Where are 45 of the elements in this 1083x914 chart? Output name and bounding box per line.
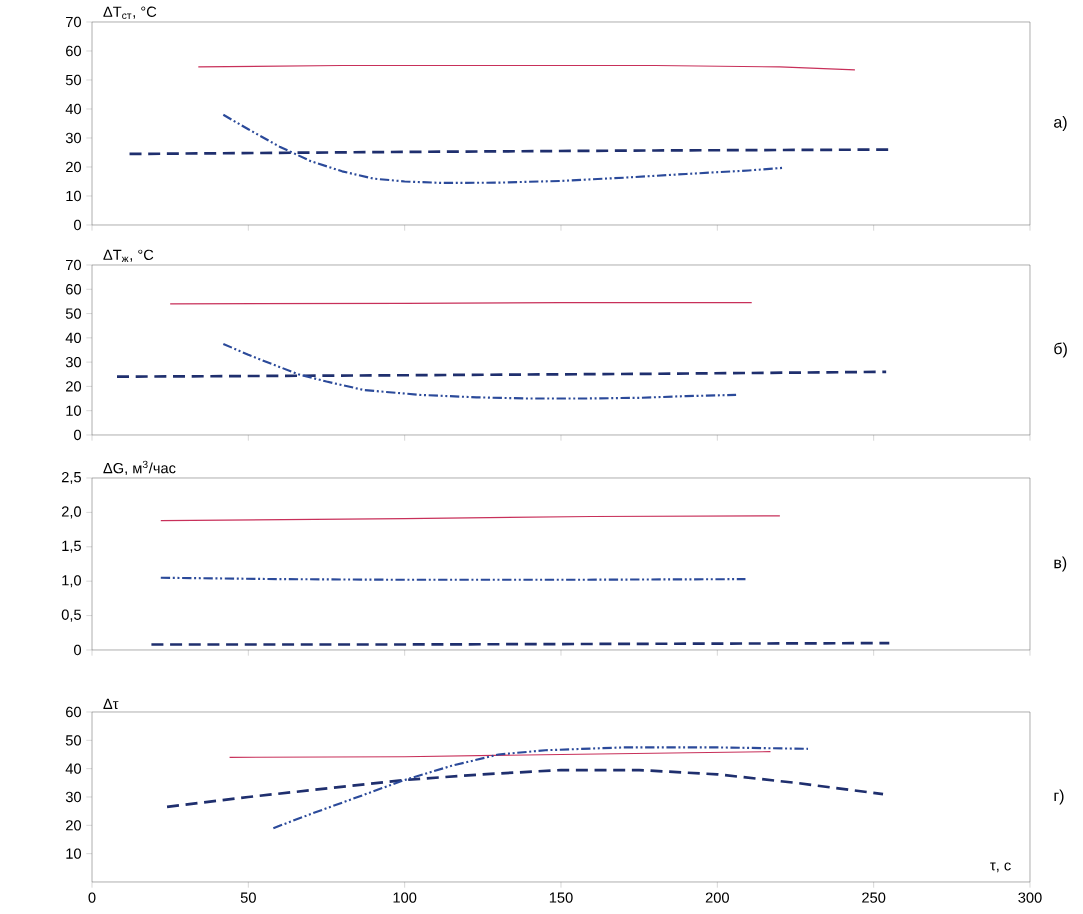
- x-axis-title: τ, с: [990, 862, 1011, 873]
- x-tick-label: 250: [862, 892, 886, 903]
- x-tick-label: 50: [240, 892, 256, 903]
- x-tick-label: 150: [549, 892, 573, 903]
- y-axis-title: ΔT$_{ж}$, °C: [103, 249, 154, 263]
- y-tick-label: 0: [74, 219, 82, 231]
- y-tick-label: 2,5: [61, 471, 81, 485]
- text: б): [1054, 342, 1067, 358]
- y-tick-label: 50: [65, 74, 82, 86]
- y-tick-label: 0,5: [61, 609, 81, 622]
- y-tick-label: 20: [66, 820, 82, 831]
- x-tick-label: 300: [1018, 892, 1042, 903]
- y-tick-label: 20: [66, 381, 82, 392]
- y-tick-label: 30: [65, 791, 82, 803]
- x-tick-label: 200: [705, 892, 729, 903]
- y-axis-title: ΔT$_{ст}$, °C: [103, 6, 157, 20]
- y-tick-label: 30: [65, 132, 82, 144]
- y-tick-label: 60: [66, 45, 82, 57]
- y-tick-label: 1,0: [62, 575, 82, 588]
- y-axis-title: Δτ: [103, 698, 119, 710]
- y-tick-label: 20: [66, 161, 82, 173]
- y-tick-label: 60: [66, 284, 82, 295]
- y-tick-label: 1,5: [62, 540, 81, 553]
- text: г): [1054, 789, 1064, 805]
- y-tick-label: 30: [65, 356, 82, 368]
- y-tick-label: 70: [66, 259, 82, 271]
- line-series: [222, 113, 785, 185]
- y-tick-label: 10: [66, 405, 82, 416]
- y-tick-label: 50: [65, 308, 82, 319]
- y-tick-label: 40: [65, 103, 82, 115]
- text: а): [1054, 116, 1067, 131]
- y-tick-label: 40: [65, 763, 82, 774]
- y-tick-label: 60: [66, 706, 82, 718]
- x-tick-label: 0: [88, 892, 96, 903]
- y-tick-label: 2,0: [61, 506, 82, 519]
- y-tick-label: 10: [66, 190, 82, 202]
- y-tick-label: 0: [74, 644, 82, 656]
- y-axis-title: ΔG, м$^{3}$/час: [103, 460, 176, 476]
- y-tick-label: 70: [66, 16, 82, 28]
- y-tick-label: 10: [66, 848, 82, 859]
- text: в): [1054, 556, 1067, 572]
- y-tick-label: 40: [65, 332, 82, 344]
- y-tick-label: 50: [65, 735, 82, 746]
- x-tick-label: 100: [393, 892, 417, 903]
- y-tick-label: 0: [74, 429, 82, 441]
